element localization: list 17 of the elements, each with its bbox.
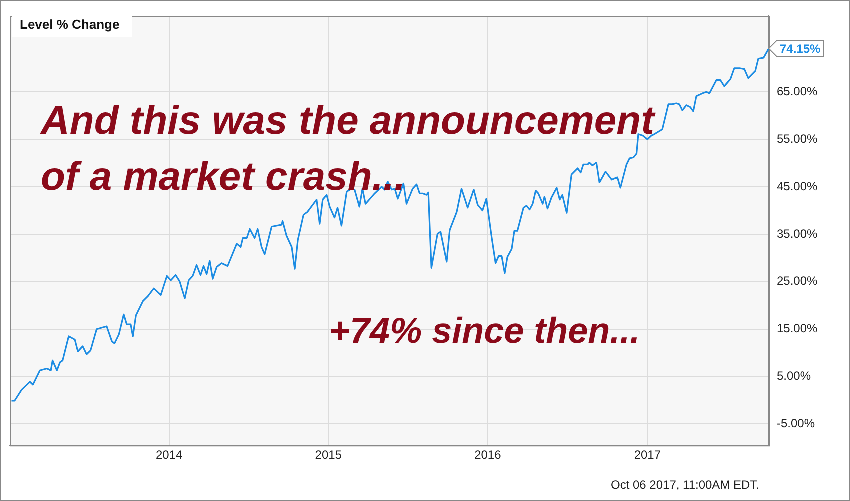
y-tick-label: 45.00% [777, 179, 818, 194]
data-label: 74.15% [780, 42, 822, 56]
x-tick-label: 2015 [315, 448, 342, 462]
x-tick-label: 2014 [156, 448, 183, 462]
y-tick-label: 35.00% [777, 226, 818, 241]
chart-title: Level % Change [12, 12, 132, 37]
annotation: And this was the announcement of a market crash... [41, 98, 657, 201]
y-tick-label: -5.00% [777, 416, 816, 431]
y-tick-label: 65.00% [777, 84, 818, 98]
y-tick-label: 15.00% [777, 322, 818, 336]
text: Oct 06 2017, 11:00AM EDT. [611, 477, 761, 493]
y-tick-label: 55.00% [777, 132, 818, 146]
y-tick-label: 5.00% [777, 369, 812, 384]
annotation: +74% since then... [329, 309, 642, 353]
x-tick-label: 2017 [634, 448, 662, 462]
y-tick-label: 25.00% [777, 274, 818, 288]
x-tick-label: 2016 [474, 448, 502, 462]
